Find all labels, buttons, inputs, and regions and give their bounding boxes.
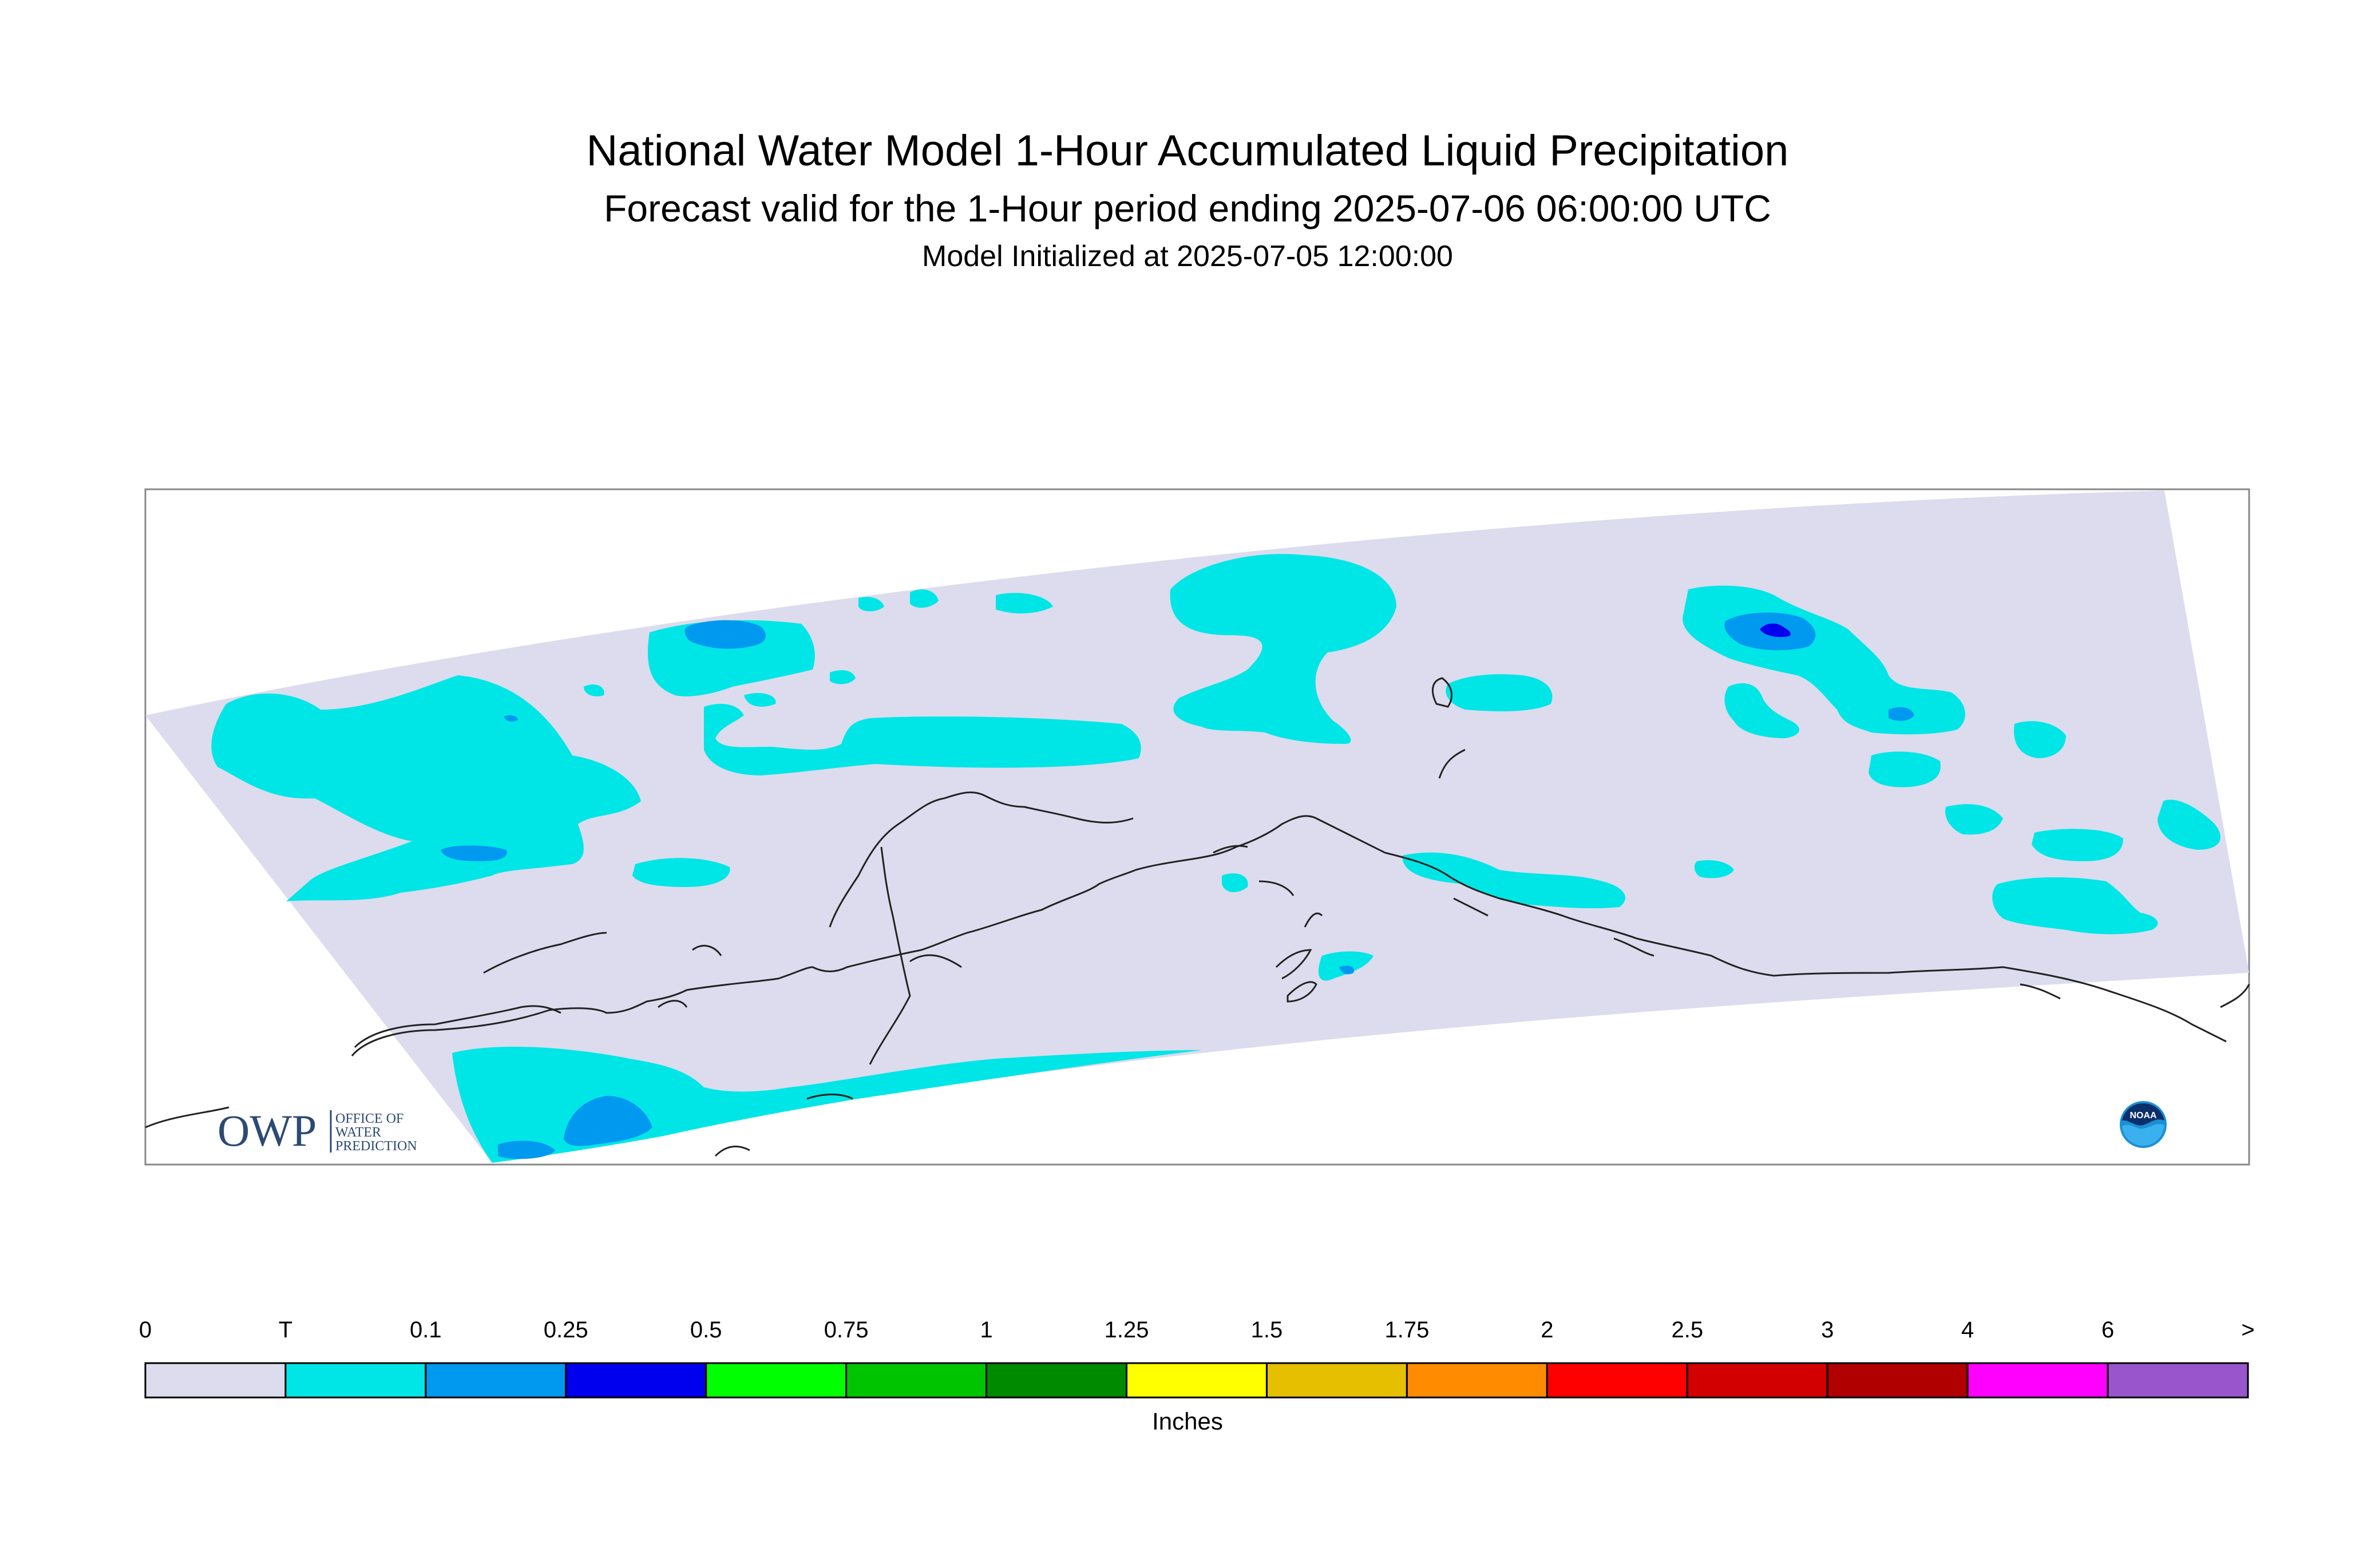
legend-tick-label: 0.75 (824, 1317, 869, 1343)
legend-bin (1826, 1362, 1969, 1399)
owp-logo-text-line-2: WATER (335, 1125, 381, 1140)
legend-bin (1126, 1362, 1268, 1399)
noaa-logo-wave (2122, 1124, 2164, 1146)
legend-bin (1265, 1362, 1408, 1399)
legend-bin (2107, 1362, 2249, 1399)
legend-tick-label: 0.25 (543, 1317, 588, 1343)
legend-tick-label: 6 (2101, 1317, 2115, 1343)
legend-tick-label: 2.5 (1671, 1317, 1704, 1343)
legend-tick-label: 1.75 (1384, 1317, 1430, 1343)
owp-logo-text-line-3: PREDICTION (335, 1139, 417, 1154)
legend-tick-label: 1.25 (1104, 1317, 1149, 1343)
owp-logo-mark: OWP (217, 1106, 316, 1155)
noaa-logo-text: NOAA (2129, 1111, 2157, 1120)
chart-title: National Water Model 1-Hour Accumulated … (586, 126, 1789, 175)
legend-tick-label: 2 (1541, 1317, 1554, 1343)
legend-tick-label: 0 (138, 1317, 152, 1343)
legend-tick-label: 0.1 (410, 1317, 442, 1343)
legend-units: Inches (1152, 1408, 1223, 1435)
chart-subtitle: Forecast valid for the 1-Hour period end… (604, 187, 1771, 229)
legend-tick-label: > (2241, 1317, 2255, 1343)
legend-tick-label: 0.5 (690, 1317, 722, 1343)
owp-office-of-water-prediction-logo: OWP OFFICE OF WATER PREDICTION (217, 1106, 417, 1155)
legend-tick-label: 1.5 (1250, 1317, 1283, 1343)
blue-precip-areas (1760, 623, 1791, 638)
legend-bin (985, 1362, 1128, 1399)
legend-bin (425, 1362, 567, 1399)
model-initialized-text: Model Initialized at 2025-07-05 12:00:00 (922, 240, 1453, 273)
owp-logo-text-line-1: OFFICE OF (335, 1111, 403, 1126)
legend-tick-label: 3 (1821, 1317, 1834, 1343)
legend-bin (565, 1362, 707, 1399)
legend-bin (705, 1362, 848, 1399)
legend-bin (1546, 1362, 1688, 1399)
noaa-logo-upper-half (2122, 1103, 2164, 1126)
legend-tick-label: 4 (1961, 1317, 1974, 1343)
legend-bin (1686, 1362, 1828, 1399)
legend-colorbar (144, 1362, 2249, 1399)
legend-bin (1406, 1362, 1548, 1399)
legend-tick-label: 1 (980, 1317, 993, 1343)
legend-tick-label: T (278, 1317, 293, 1343)
legend-bin (144, 1362, 287, 1399)
legend-bin (1966, 1362, 2109, 1399)
legend-bin (845, 1362, 988, 1399)
legend-bin (284, 1362, 427, 1399)
noaa-logo: NOAA (2120, 1101, 2167, 1148)
coastlines (145, 677, 2250, 1157)
